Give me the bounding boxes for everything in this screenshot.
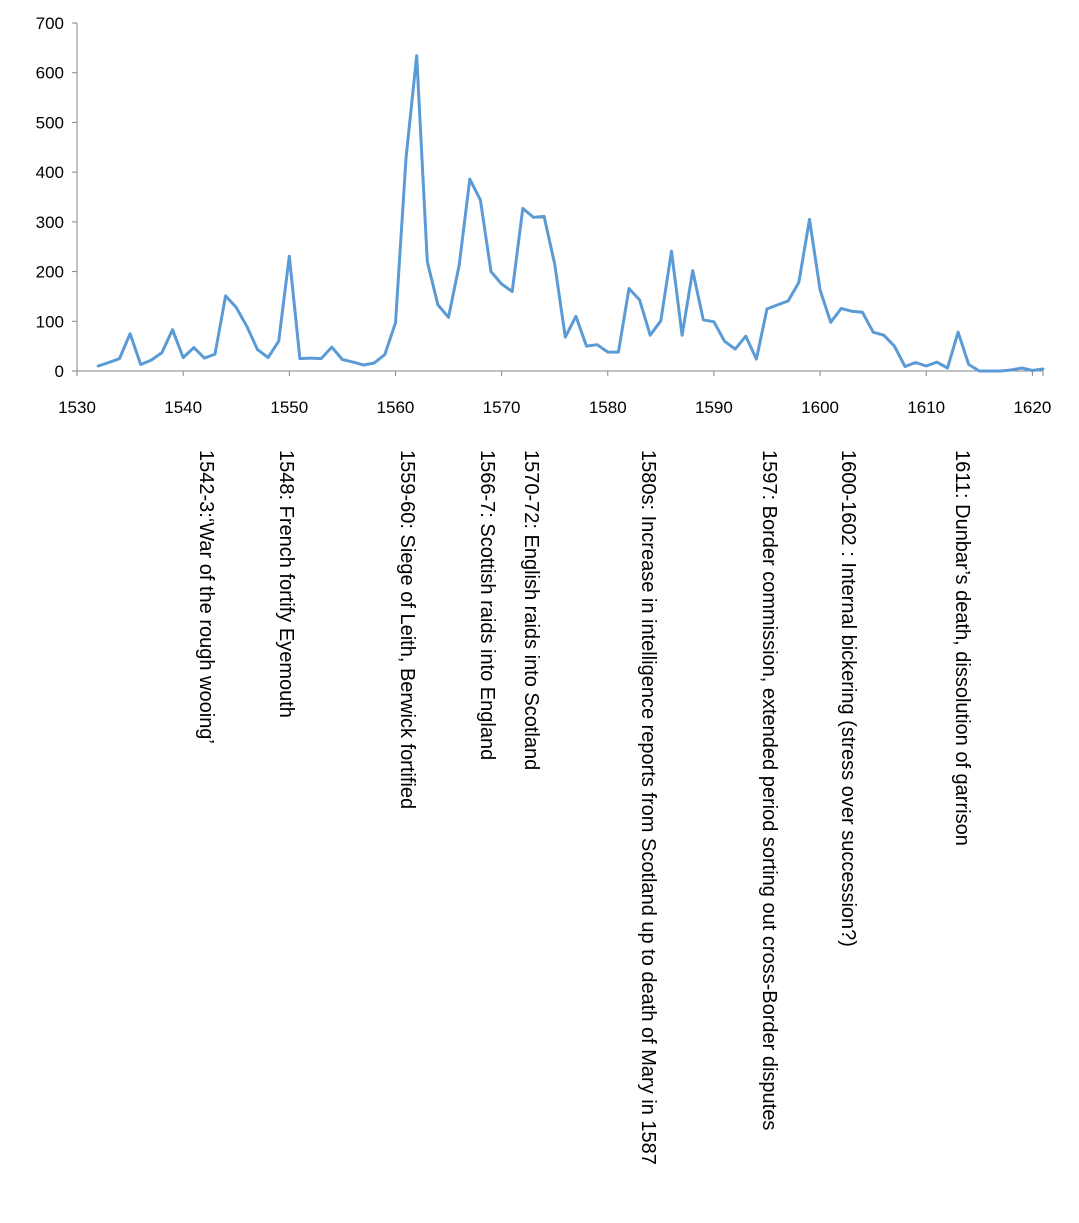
x-tick-label: 1620	[1013, 398, 1051, 417]
annotation-1580: 1580s: Increase in intelligence reports …	[637, 450, 659, 1165]
y-tick-label: 0	[55, 362, 64, 381]
x-tick-label: 1530	[58, 398, 96, 417]
x-tick-label: 1560	[377, 398, 415, 417]
y-tick-label: 300	[36, 213, 64, 232]
chart-axes	[76, 23, 1043, 372]
plot-area	[96, 54, 1045, 373]
x-tick-label: 1600	[801, 398, 839, 417]
x-tick-label: 1550	[270, 398, 308, 417]
annotation-1548: 1548: French fortify Eyemouth	[275, 450, 297, 718]
y-axis-ticks: 0 100 200 300 400 500 600 700	[36, 14, 77, 381]
annotation-1559: 1559-60: Siege of Leith, Berwick fortifi…	[396, 450, 418, 810]
y-tick-label: 100	[36, 312, 64, 331]
x-tick-label: 1570	[483, 398, 521, 417]
x-tick-label: 1540	[164, 398, 202, 417]
series-line	[96, 54, 1045, 373]
annotation-1611: 1611: Dunbar’s death, dissolution of gar…	[951, 450, 973, 846]
y-tick-label: 200	[36, 263, 64, 282]
y-tick-label: 400	[36, 163, 64, 182]
annotation-1566: 1566-7: Scottish raids into England	[476, 450, 498, 761]
annotation-1542: 1542-3:‘War of the rough wooing’	[195, 450, 217, 744]
y-tick-label: 700	[36, 14, 64, 33]
x-axis-ticks: 1530 1540 1550 1560 1570 1580 1590 1600 1610 1620	[58, 371, 1051, 417]
y-tick-label: 500	[36, 113, 64, 132]
annotation-1600: 1600-1602 : Internal bickering (stress o…	[837, 450, 859, 947]
x-tick-label: 1580	[589, 398, 627, 417]
y-tick-label: 600	[36, 64, 64, 83]
x-tick-label: 1610	[907, 398, 945, 417]
annotation-1597: 1597: Border commission, extended period…	[758, 450, 780, 1131]
x-tick-label: 1590	[695, 398, 733, 417]
annotation-1570: 1570-72: English raids into Scotland	[520, 450, 542, 771]
